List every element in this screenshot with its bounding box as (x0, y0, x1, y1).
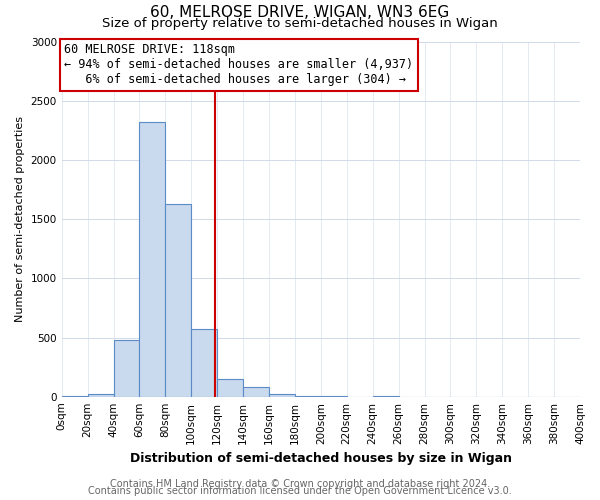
Y-axis label: Number of semi-detached properties: Number of semi-detached properties (15, 116, 25, 322)
Bar (62, 396, 88, 397)
Bar (243, 388, 269, 397)
Bar (88, 394, 113, 397)
Bar (191, 330, 217, 397)
Text: 60 MELROSE DRIVE: 118sqm
← 94% of semi-detached houses are smaller (4,937)
   6%: 60 MELROSE DRIVE: 118sqm ← 94% of semi-d… (64, 44, 413, 86)
Bar (269, 394, 295, 397)
Bar (113, 340, 139, 397)
Bar (295, 396, 321, 397)
Bar (217, 379, 243, 397)
Text: Contains HM Land Registry data © Crown copyright and database right 2024.: Contains HM Land Registry data © Crown c… (110, 479, 490, 489)
X-axis label: Distribution of semi-detached houses by size in Wigan: Distribution of semi-detached houses by … (130, 452, 512, 465)
Text: Contains public sector information licensed under the Open Government Licence v3: Contains public sector information licen… (88, 486, 512, 496)
Bar (321, 396, 347, 397)
Bar (166, 204, 191, 397)
Bar (373, 396, 398, 397)
Text: Size of property relative to semi-detached houses in Wigan: Size of property relative to semi-detach… (102, 18, 498, 30)
Text: 60, MELROSE DRIVE, WIGAN, WN3 6EG: 60, MELROSE DRIVE, WIGAN, WN3 6EG (151, 5, 449, 20)
Bar (139, 122, 166, 397)
